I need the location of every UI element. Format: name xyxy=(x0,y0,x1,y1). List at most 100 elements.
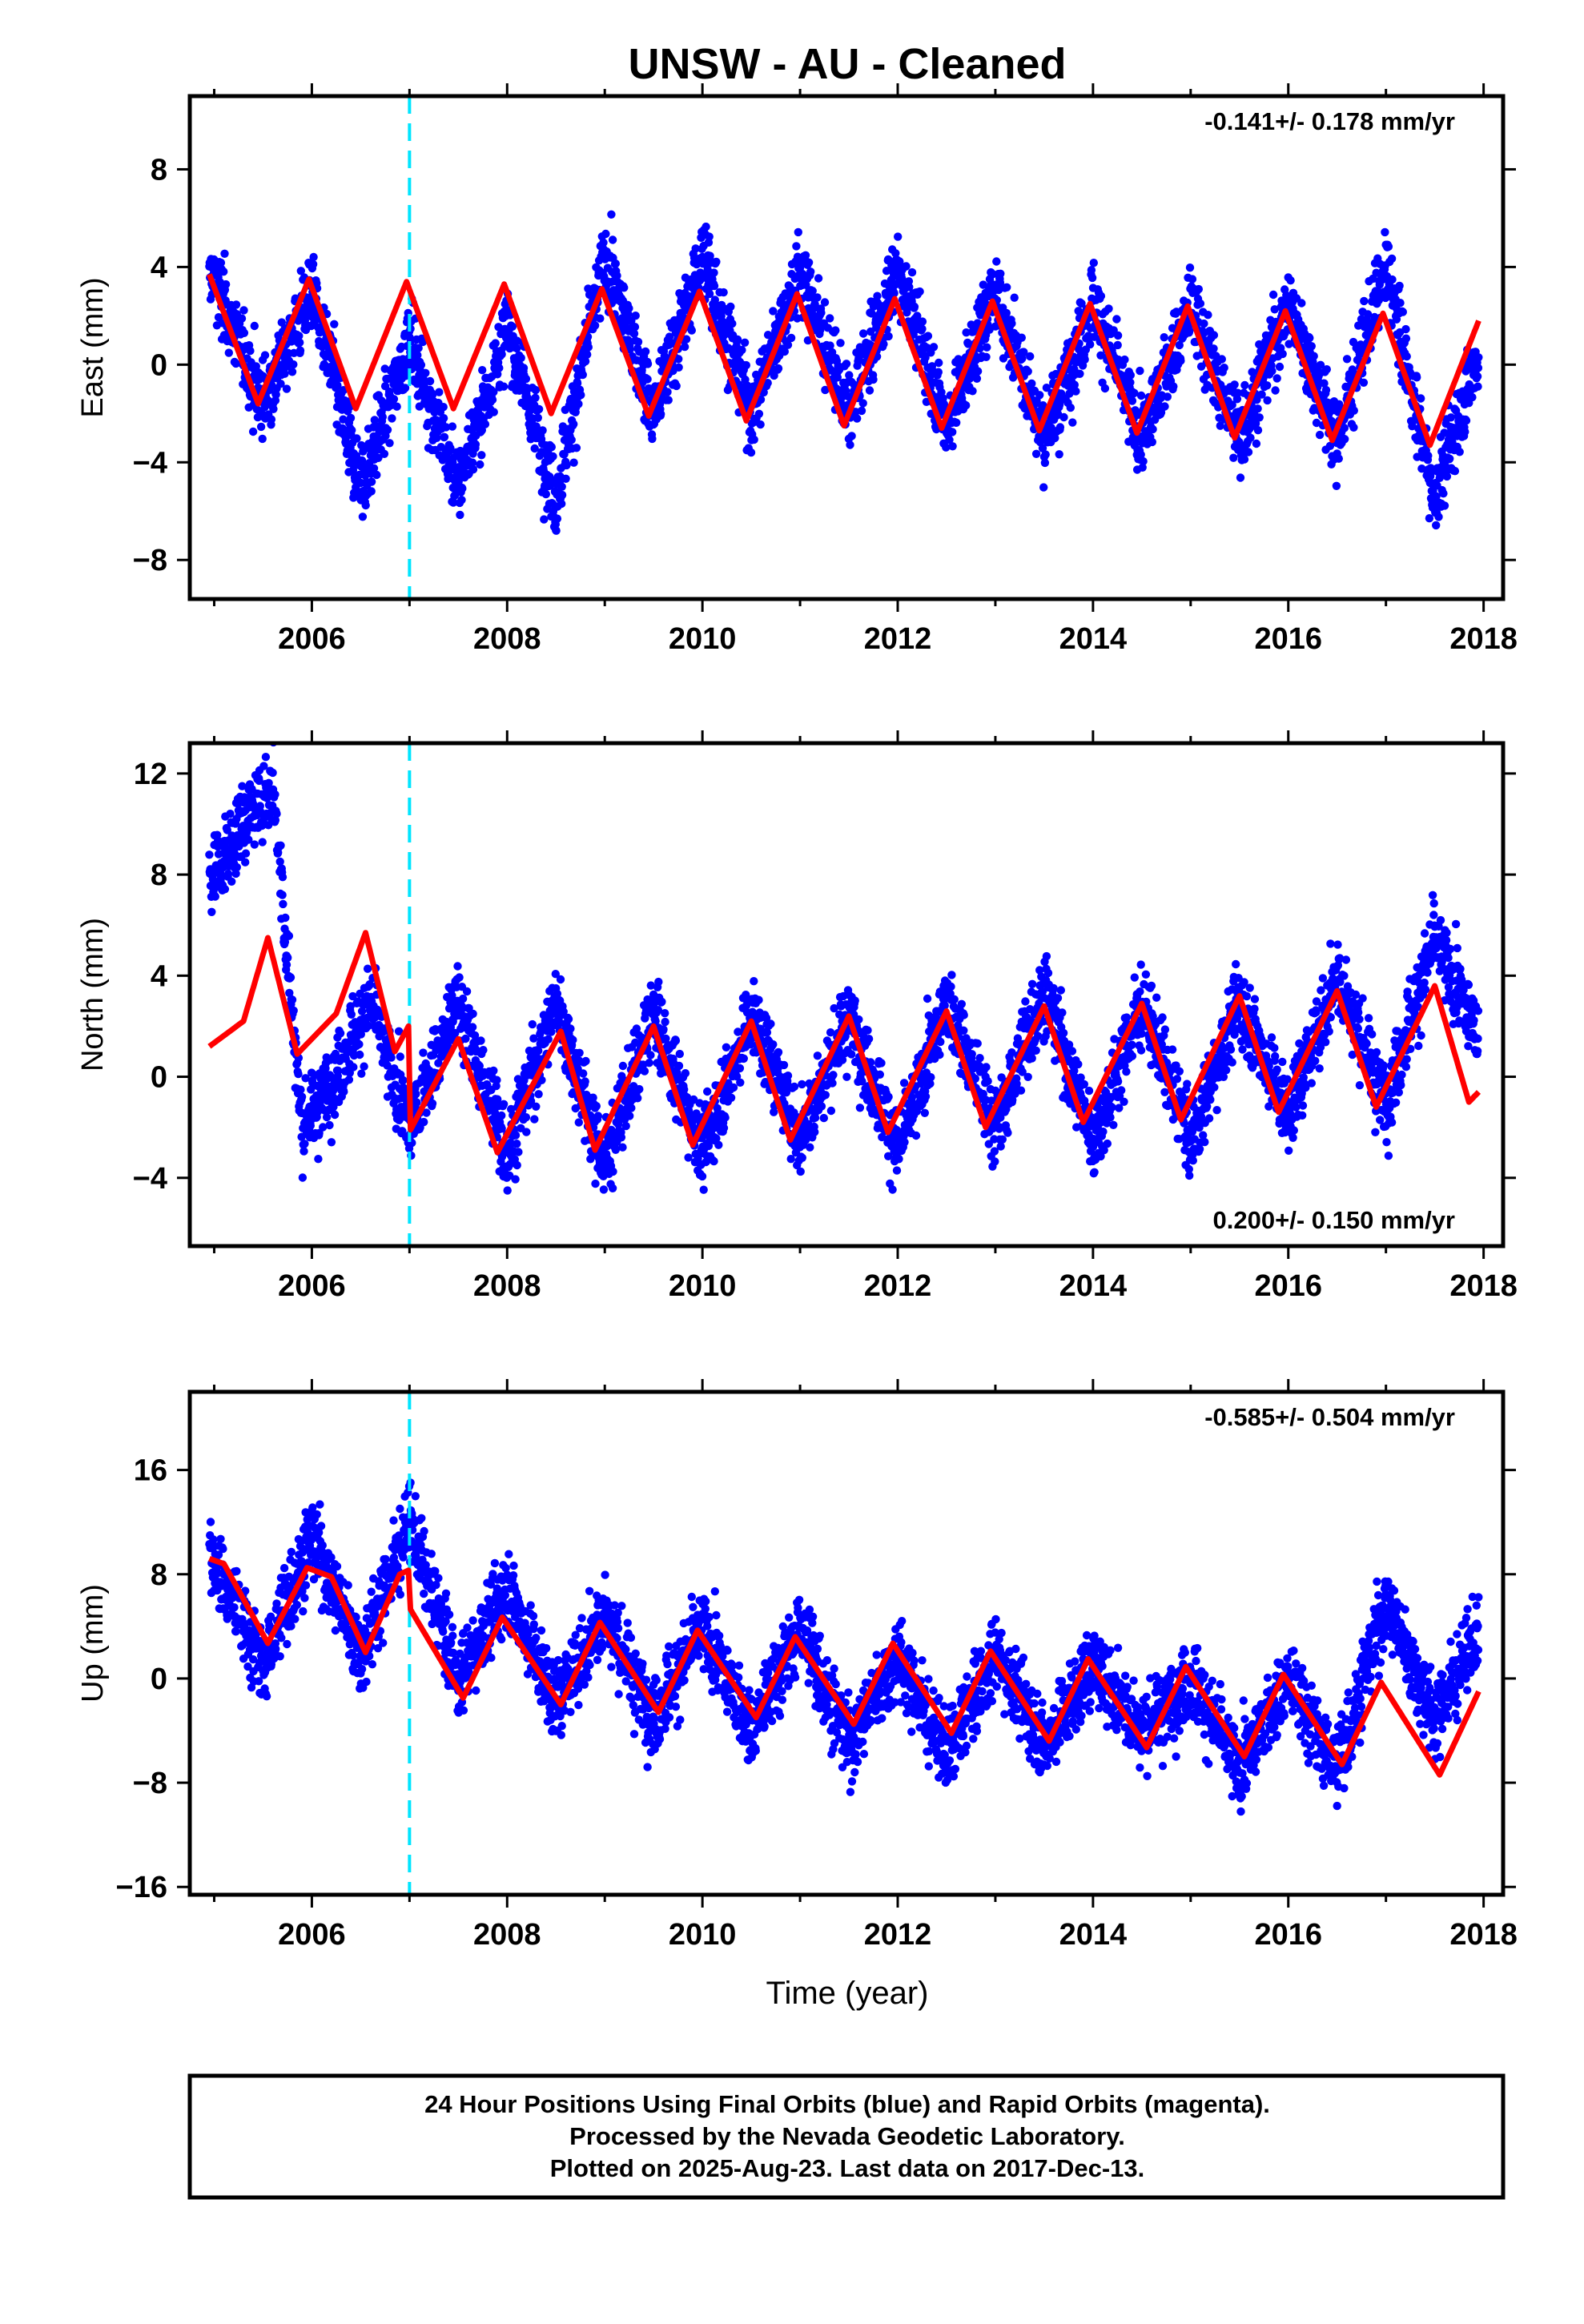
data-point xyxy=(648,434,657,444)
data-point xyxy=(1003,283,1011,292)
data-point xyxy=(1286,276,1295,285)
x-tick-label: 2018 xyxy=(1449,622,1518,656)
data-point xyxy=(740,338,750,347)
data-point xyxy=(1307,342,1317,351)
data-point xyxy=(847,432,856,440)
data-point xyxy=(399,1076,408,1085)
data-point xyxy=(581,1077,589,1086)
data-point xyxy=(1359,378,1369,387)
panel-1: 2006 2008 2010 2012 2014 2016 2018−8−4048East … xyxy=(76,83,1518,656)
data-point xyxy=(641,347,650,356)
data-point xyxy=(532,1102,541,1112)
data-point xyxy=(327,1138,336,1147)
data-point xyxy=(522,1128,531,1136)
data-point xyxy=(702,222,710,231)
data-point xyxy=(514,1148,523,1156)
data-point xyxy=(511,1175,520,1184)
data-point xyxy=(1148,424,1157,434)
data-point xyxy=(281,913,290,923)
data-point xyxy=(446,444,455,452)
data-point xyxy=(1113,331,1123,340)
data-point xyxy=(705,289,714,299)
data-point xyxy=(1136,366,1144,376)
data-point xyxy=(380,449,389,458)
data-point xyxy=(567,436,576,444)
data-point xyxy=(599,1185,609,1194)
data-point xyxy=(454,477,463,486)
data-point xyxy=(750,435,758,444)
data-point xyxy=(783,340,793,349)
data-point xyxy=(1042,384,1051,392)
data-point xyxy=(489,388,498,396)
data-point xyxy=(557,490,567,500)
data-point xyxy=(1417,394,1425,403)
data-point xyxy=(836,339,845,348)
data-point xyxy=(687,326,696,335)
data-point xyxy=(295,332,304,340)
data-point xyxy=(258,838,267,846)
data-point xyxy=(367,477,376,486)
data-point xyxy=(557,499,566,509)
data-point xyxy=(419,1048,428,1057)
data-point xyxy=(1194,284,1204,294)
data-point xyxy=(962,401,971,410)
data-point xyxy=(821,385,830,395)
data-point xyxy=(948,428,957,436)
data-point xyxy=(1342,355,1352,364)
data-point xyxy=(1038,444,1047,452)
data-point xyxy=(552,526,561,535)
data-point xyxy=(763,379,772,388)
data-point xyxy=(1252,439,1261,448)
data-point xyxy=(322,1112,332,1122)
data-point xyxy=(1068,418,1077,427)
data-point xyxy=(607,210,616,219)
data-point xyxy=(278,891,287,899)
data-point xyxy=(633,337,643,347)
data-point xyxy=(439,414,448,423)
data-point xyxy=(756,420,765,429)
data-point xyxy=(471,440,480,449)
data-point xyxy=(269,404,278,413)
data-point xyxy=(826,314,834,323)
data-point xyxy=(601,229,610,239)
data-point xyxy=(221,279,231,289)
data-point xyxy=(530,444,539,453)
data-point xyxy=(330,1110,340,1120)
data-point xyxy=(480,420,490,428)
data-point xyxy=(1341,435,1349,444)
data-point xyxy=(517,353,525,363)
data-point xyxy=(1185,263,1195,272)
data-point xyxy=(223,870,233,879)
data-point xyxy=(1139,456,1148,466)
data-point xyxy=(858,329,868,338)
data-point xyxy=(268,768,277,778)
data-point xyxy=(205,850,214,859)
x-tick-label: 2012 xyxy=(864,622,932,656)
data-point xyxy=(374,453,383,462)
data-point xyxy=(1297,299,1306,308)
data-point xyxy=(627,1104,636,1112)
data-point xyxy=(1071,387,1080,396)
data-point xyxy=(448,422,457,431)
data-point xyxy=(1040,458,1050,468)
data-point xyxy=(489,408,498,416)
data-point xyxy=(356,1050,364,1059)
data-point xyxy=(813,293,822,302)
data-point xyxy=(1070,380,1079,389)
data-point xyxy=(400,384,410,392)
data-point xyxy=(575,1048,584,1058)
data-point xyxy=(416,360,426,369)
data-point xyxy=(1334,454,1344,463)
data-point xyxy=(1055,450,1063,459)
data-point xyxy=(671,1036,681,1045)
data-point xyxy=(915,287,924,296)
data-point xyxy=(608,235,617,244)
data-point xyxy=(295,346,305,355)
data-point xyxy=(557,482,566,491)
data-point xyxy=(869,375,878,384)
data-point xyxy=(231,300,241,309)
data-point xyxy=(537,448,546,456)
data-point xyxy=(396,1052,404,1061)
data-point xyxy=(873,292,882,300)
data-point xyxy=(643,360,653,368)
